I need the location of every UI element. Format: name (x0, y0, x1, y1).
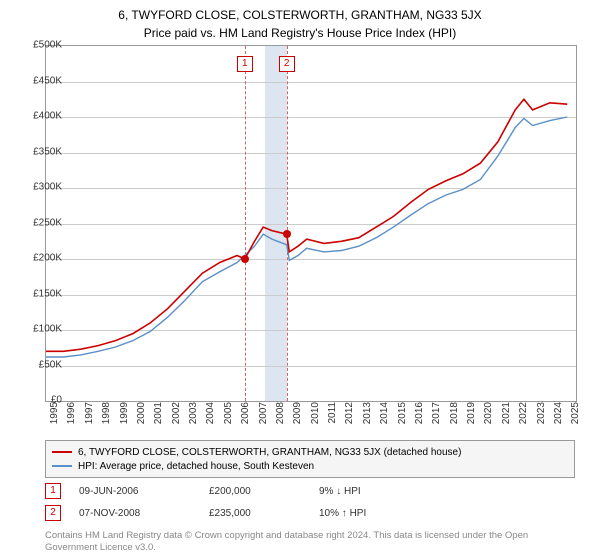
sale-price-1: £200,000 (209, 486, 319, 497)
x-axis-label: 2013 (362, 402, 373, 432)
x-axis-label: 1997 (84, 402, 95, 432)
legend-swatch-series1 (52, 451, 72, 453)
x-axis-label: 2020 (483, 402, 494, 432)
x-axis-label: 1995 (49, 402, 60, 432)
x-axis-label: 2023 (536, 402, 547, 432)
x-axis-label: 2016 (414, 402, 425, 432)
x-axis-label: 2019 (466, 402, 477, 432)
x-axis-label: 2008 (275, 402, 286, 432)
legend-swatch-series2 (52, 465, 72, 467)
y-axis-label: £500K (22, 40, 62, 51)
chart-title: 6, TWYFORD CLOSE, COLSTERWORTH, GRANTHAM… (0, 0, 600, 22)
y-axis-label: £350K (22, 146, 62, 157)
x-axis-label: 2004 (205, 402, 216, 432)
x-axis-label: 2000 (136, 402, 147, 432)
x-axis-label: 2025 (570, 402, 581, 432)
sale-marker-1: 1 (45, 483, 61, 499)
sale-date-1: 09-JUN-2006 (79, 486, 209, 497)
y-axis-label: £50K (22, 359, 62, 370)
y-axis-label: £300K (22, 182, 62, 193)
x-axis-label: 2009 (292, 402, 303, 432)
chart-plot-area: 12 (45, 45, 577, 402)
legend-label-series1: 6, TWYFORD CLOSE, COLSTERWORTH, GRANTHAM… (78, 447, 461, 458)
x-axis-label: 1996 (66, 402, 77, 432)
y-axis-label: £400K (22, 111, 62, 122)
x-axis-label: 2001 (153, 402, 164, 432)
x-axis-label: 1998 (101, 402, 112, 432)
sale-row-2: 2 07-NOV-2008 £235,000 10% ↑ HPI (45, 505, 575, 521)
x-axis-label: 2003 (188, 402, 199, 432)
x-axis-label: 2024 (553, 402, 564, 432)
sale-price-2: £235,000 (209, 508, 319, 519)
y-axis-label: £150K (22, 288, 62, 299)
legend: 6, TWYFORD CLOSE, COLSTERWORTH, GRANTHAM… (45, 440, 575, 478)
y-axis-label: £450K (22, 75, 62, 86)
x-axis-label: 2018 (449, 402, 460, 432)
y-axis-label: £200K (22, 253, 62, 264)
x-axis-label: 2015 (397, 402, 408, 432)
x-axis-label: 2006 (240, 402, 251, 432)
x-axis-label: 2012 (344, 402, 355, 432)
sale-date-2: 07-NOV-2008 (79, 508, 209, 519)
line-series-svg (46, 46, 576, 401)
x-axis-label: 2005 (223, 402, 234, 432)
y-axis-label: £250K (22, 217, 62, 228)
series-line-price_paid (46, 99, 567, 351)
x-axis-label: 2007 (258, 402, 269, 432)
sale-point-dot (241, 255, 249, 263)
sale-hpi-1: 9% ↓ HPI (319, 486, 439, 497)
x-axis-label: 2011 (327, 402, 338, 432)
sale-point-dot (283, 230, 291, 238)
sale-hpi-2: 10% ↑ HPI (319, 508, 439, 519)
x-axis-label: 2022 (518, 402, 529, 432)
legend-label-series2: HPI: Average price, detached house, Sout… (78, 461, 314, 472)
sale-marker-2: 2 (45, 505, 61, 521)
sale-row-1: 1 09-JUN-2006 £200,000 9% ↓ HPI (45, 483, 575, 499)
x-axis-label: 2021 (501, 402, 512, 432)
x-axis-label: 1999 (119, 402, 130, 432)
x-axis-label: 2017 (431, 402, 442, 432)
attribution-text: Contains HM Land Registry data © Crown c… (45, 530, 575, 555)
x-axis-label: 2002 (171, 402, 182, 432)
x-axis-label: 2010 (310, 402, 321, 432)
x-axis-label: 2014 (379, 402, 390, 432)
chart-subtitle: Price paid vs. HM Land Registry's House … (0, 22, 600, 40)
y-axis-label: £100K (22, 324, 62, 335)
